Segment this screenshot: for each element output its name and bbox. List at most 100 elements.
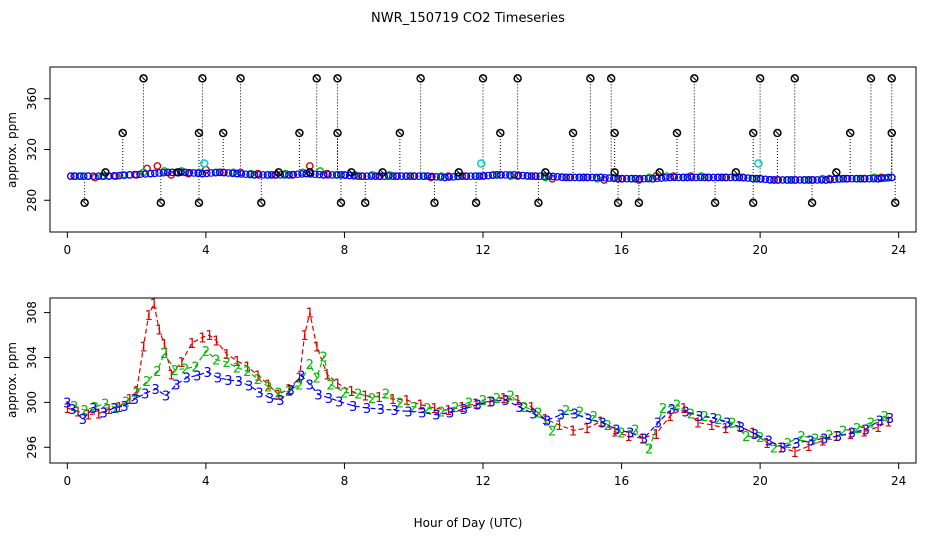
- top-panel: approx. ppm 0 4 8 12 16 20 24 280 320 360: [5, 66, 917, 257]
- top-outlier-cross: [103, 169, 108, 175]
- bottom-series-1-point: 1: [624, 430, 632, 445]
- top-series-3-point: [454, 172, 462, 181]
- top-series-3-point: [835, 175, 843, 183]
- top-outlier-cross: [432, 200, 437, 206]
- top-outlier-point: [274, 168, 283, 177]
- bottom-series-3-point: 3: [255, 386, 263, 401]
- bottom-series-2-point: 2: [701, 410, 709, 425]
- top-series-3-point: [272, 171, 280, 179]
- top-series-3-point: [198, 169, 207, 178]
- top-x-tick-label: 0: [63, 243, 71, 257]
- x-axis-label: Hour of Day (UTC): [414, 516, 523, 530]
- bottom-series-1-point: 1: [323, 368, 331, 383]
- bottom-series-1-point: 1: [274, 389, 282, 404]
- bottom-series-1-point: 1: [846, 428, 854, 443]
- top-series-3-point: [884, 173, 893, 182]
- top-series-3-point: [159, 168, 168, 177]
- bottom-series-3-point: 3: [89, 402, 97, 417]
- top-series-3-point: [683, 173, 692, 182]
- top-outlier-cross: [515, 76, 520, 81]
- top-series-2-point: [593, 174, 602, 183]
- bottom-x-tick-label: 0: [63, 474, 71, 488]
- top-outlier-point: [478, 74, 488, 83]
- top-series-3-point: [475, 172, 484, 181]
- bottom-series-1-point: 1: [763, 437, 771, 452]
- bottom-series-2-point: 2: [881, 410, 889, 425]
- top-series-3-point: [415, 172, 423, 180]
- bottom-series-2-point: 2: [714, 413, 722, 428]
- top-y-tick-label: 280: [25, 189, 39, 212]
- top-series-1-point: [153, 162, 162, 170]
- top-outlier-point: [236, 74, 245, 83]
- bottom-series-3-point: 3: [224, 374, 232, 389]
- top-series-3-point: [202, 169, 211, 178]
- bottom-series-1-point: 1: [84, 409, 92, 424]
- bottom-series-3-point: 3: [557, 409, 565, 424]
- top-series-2-point: [645, 173, 654, 182]
- bottom-series-1-point: 1: [458, 401, 466, 416]
- bottom-series-2-point: 2: [590, 410, 598, 425]
- top-series-3-point: [540, 172, 549, 180]
- top-series-3-point: [298, 170, 306, 178]
- bottom-series-2-point: 2: [825, 429, 833, 444]
- top-outlier-cross: [733, 169, 739, 175]
- top-x-tick-label: 24: [891, 243, 906, 257]
- top-series-3-point: [337, 170, 345, 179]
- bottom-series-2-point: 2: [306, 358, 314, 373]
- top-series-3-point: [527, 172, 536, 181]
- top-outlier-point: [333, 74, 342, 83]
- bottom-series-3-point: 3: [886, 412, 894, 427]
- bottom-series-2-point: 2: [143, 375, 151, 390]
- top-series-3-point: [713, 173, 722, 182]
- top-outlier-cross: [220, 130, 226, 136]
- bottom-series-2-point: 2: [687, 408, 695, 423]
- top-series-3-point: [843, 174, 852, 183]
- top-series-1-point: [686, 172, 695, 181]
- top-outlier-point: [606, 74, 616, 83]
- bottom-series-3-point: 3: [100, 406, 108, 421]
- bottom-series-1-point: 1: [264, 378, 272, 393]
- bottom-series-1-point: 1: [126, 393, 134, 408]
- top-x-tick-label: 4: [202, 243, 210, 257]
- bottom-series-3-point: 3: [162, 390, 170, 405]
- top-outlier-cross: [757, 76, 763, 81]
- bottom-series-3-point: 3: [682, 405, 690, 420]
- top-outlier-cross: [338, 200, 344, 206]
- bottom-series-3-point: 3: [709, 412, 717, 427]
- top-series-3-point: [259, 171, 267, 179]
- top-outlier-cross: [750, 200, 756, 206]
- top-outlier-point: [156, 198, 166, 208]
- bottom-series-2-point: 2: [70, 400, 78, 415]
- bottom-series-1-point: 1: [860, 426, 868, 441]
- top-series-3-point: [596, 173, 605, 182]
- top-series-3-point: [809, 176, 817, 184]
- bottom-series-1-point: 1: [333, 377, 341, 392]
- top-outlier-point: [832, 168, 841, 177]
- top-outlier-cross: [456, 169, 462, 175]
- bottom-x-tick-label: 4: [202, 474, 210, 488]
- bottom-series-2-point: 2: [659, 402, 667, 417]
- figure-title: NWR_150719 CO2 Timeseries: [371, 11, 565, 26]
- bottom-series-2-point: 2: [507, 390, 515, 405]
- top-series-3-point: [605, 174, 614, 182]
- bottom-series-3-point: 3: [110, 402, 118, 417]
- bottom-series-2-point: 2: [811, 432, 819, 447]
- bottom-series-2-point: 2: [617, 427, 625, 442]
- bottom-series-1-point: 1: [804, 440, 812, 455]
- top-series-3-point: [363, 172, 371, 180]
- top-series-3-point: [796, 176, 804, 184]
- top-outlier-point: [586, 74, 595, 83]
- bottom-series-3-point: 3: [68, 403, 76, 418]
- bottom-series-1-point: 1: [313, 340, 321, 355]
- top-series-3-point: [726, 173, 735, 182]
- top-series-2-point: [195, 168, 203, 177]
- bottom-series-3-point: 3: [640, 432, 648, 447]
- bottom-series-2-point: 2: [493, 392, 501, 407]
- bottom-series-3-point: 3: [654, 417, 662, 432]
- top-outlier-cross: [657, 169, 663, 175]
- bottom-series-1-point: 1: [295, 372, 303, 387]
- bottom-series-1-point: 1: [74, 405, 82, 420]
- top-outlier-point: [305, 168, 315, 177]
- top-series-3-point: [315, 170, 324, 179]
